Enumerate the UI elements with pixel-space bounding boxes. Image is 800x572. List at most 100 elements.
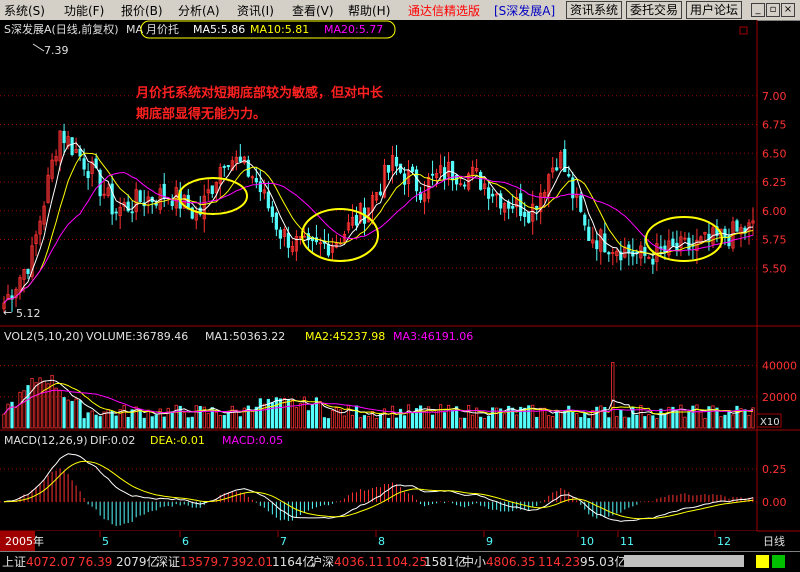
- x-axis-label: 7: [280, 535, 287, 548]
- volume-bar: [711, 405, 715, 429]
- candle-body: [230, 160, 234, 171]
- candle-body: [390, 155, 395, 171]
- candle-body: [739, 227, 743, 235]
- volume-bar: [414, 408, 419, 429]
- volume-bar: [154, 414, 158, 429]
- volume-bar: [242, 407, 246, 429]
- candle-body: [226, 165, 230, 168]
- volume-bar: [366, 416, 371, 429]
- unit-box: [756, 413, 782, 428]
- x-axis-year-highlight: [0, 531, 35, 551]
- status-lamp-2-icon[interactable]: [772, 555, 785, 568]
- annotation-line-2: 期底部显得无能为力。: [136, 106, 266, 122]
- volume-bar: [118, 409, 122, 429]
- volume-bar: [679, 404, 683, 429]
- menu-quote[interactable]: 报价(B): [121, 4, 163, 18]
- candle-body: [238, 156, 242, 162]
- volume-bar: [635, 414, 639, 429]
- candle-body: [430, 173, 435, 176]
- volume-bar: [358, 417, 363, 429]
- volume-bar: [739, 408, 743, 429]
- candle-body: [126, 201, 130, 212]
- volume-bar: [102, 411, 106, 429]
- highlight-ellipse-3: [645, 216, 723, 262]
- status-bar: 上证 4072.07 76.39 2079亿 深证 13579.7 392.01…: [0, 551, 800, 572]
- volume-bar: [563, 410, 567, 429]
- menu-help[interactable]: 帮助(H): [348, 4, 391, 18]
- x-axis-label: 6: [182, 535, 189, 548]
- annotation-line-1: 月价托系统对短期底部较为敏感，但对中长: [135, 85, 384, 101]
- candle-body: [302, 235, 307, 238]
- menu-view[interactable]: 查看(V): [292, 4, 334, 18]
- candle-body: [491, 193, 495, 197]
- price-tick-label: 6.75: [762, 119, 787, 132]
- panel-maximize-icon[interactable]: [739, 26, 748, 35]
- candle-body: [543, 191, 547, 198]
- info-system-button[interactable]: 资讯系统: [566, 1, 623, 19]
- volume-bar: [655, 418, 659, 429]
- kline-chart[interactable]: 5.50 5.75 6.00 6.25 6.50 6.75 7.00 20000 40000 0.…: [0, 20, 800, 551]
- trade-button[interactable]: 委托交易: [626, 1, 683, 19]
- volume-bar: [735, 405, 739, 429]
- volume-bar: [390, 405, 395, 429]
- menu-system[interactable]: 系统(S): [4, 4, 45, 18]
- volume-bar: [166, 407, 170, 429]
- candle-body: [130, 211, 134, 214]
- candle-body: [583, 214, 587, 226]
- volume-bar: [615, 416, 619, 429]
- x-axis-labels: 2005年 5 6 7 8 9 10 11 12: [2, 531, 731, 548]
- volume-bar: [18, 391, 22, 429]
- restore-icon[interactable]: ▫: [766, 3, 780, 17]
- main-panel-title: S深发展A(日线,前复权): [4, 22, 119, 36]
- volume-bar: [727, 411, 731, 429]
- minimize-icon[interactable]: _: [751, 3, 765, 17]
- status-lamp-1-icon[interactable]: [756, 555, 769, 568]
- volume-bar: [543, 407, 547, 429]
- volume-bar: [362, 415, 367, 429]
- candle-body: [206, 189, 210, 194]
- zx-index-change: 114.23: [538, 555, 580, 569]
- hs-index-amount: 1581亿: [424, 555, 467, 569]
- volume-bar: [66, 399, 70, 429]
- candle-body: [214, 181, 218, 193]
- volume-bar: [487, 415, 491, 429]
- menu-function[interactable]: 功能(F): [64, 4, 105, 18]
- volume-bar: [675, 410, 679, 429]
- chart-area[interactable]: 5.50 5.75 6.00 6.25 6.50 6.75 7.00 20000 40000 0.…: [0, 20, 800, 551]
- volume-bar: [418, 405, 423, 429]
- close-icon[interactable]: ×: [781, 3, 795, 17]
- volume-bar: [198, 405, 202, 429]
- volume-bar: [22, 390, 26, 429]
- volume-bar: [134, 406, 138, 429]
- x-axis-label: 12: [717, 535, 731, 548]
- menu-analysis[interactable]: 分析(A): [178, 4, 220, 18]
- candle-body: [667, 240, 671, 256]
- volume-bar: [406, 404, 411, 429]
- volume-bar: [62, 397, 66, 429]
- forum-button[interactable]: 用户论坛: [686, 1, 743, 19]
- volume-bar: [623, 416, 627, 429]
- volume-bar: [507, 405, 511, 429]
- candle-body: [62, 131, 66, 144]
- candle-body: [467, 173, 471, 190]
- candle-body: [134, 189, 138, 213]
- candle-body: [258, 181, 262, 193]
- candle-body: [294, 235, 298, 252]
- period-label: 日线: [763, 534, 785, 548]
- volume-tick-label: 40000: [762, 360, 797, 373]
- menu-info[interactable]: 资讯(I): [237, 4, 274, 18]
- candle-body: [426, 176, 431, 199]
- x-axis-label: 11: [620, 535, 634, 548]
- candle-body: [679, 236, 683, 249]
- volume-bar: [647, 414, 651, 429]
- candle-body: [334, 242, 339, 248]
- volume-bar: [26, 385, 30, 429]
- candle-body: [707, 233, 711, 241]
- candle-body: [46, 174, 50, 203]
- volume-bar: [178, 405, 182, 429]
- candle-body: [643, 247, 647, 256]
- app-title: 通达信精选版: [408, 4, 481, 18]
- volume-bar: [150, 416, 154, 429]
- volume-bar: [659, 408, 663, 429]
- candle-body: [551, 167, 555, 173]
